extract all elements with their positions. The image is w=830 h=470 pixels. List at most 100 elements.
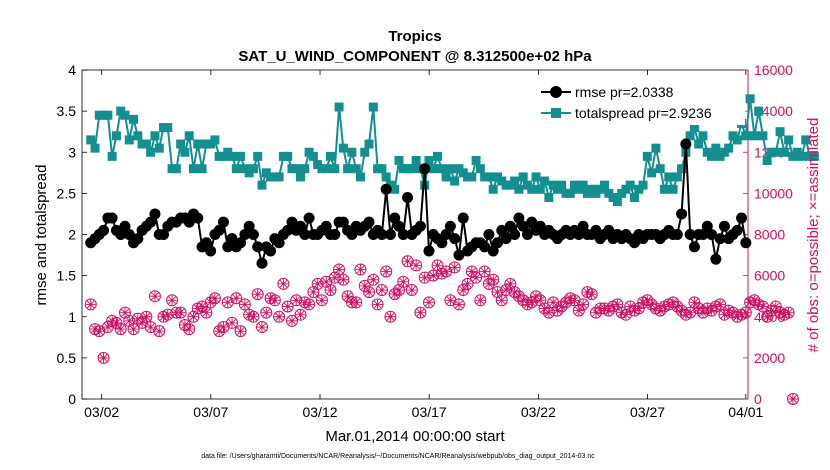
rmse-point (320, 220, 332, 232)
obs-assimilated-point (312, 278, 323, 289)
obs-assimilated-point (625, 301, 636, 312)
obs-possible-point (208, 292, 221, 305)
obs-assimilated-point (94, 326, 105, 337)
obs-possible-point (765, 304, 778, 317)
rmse-point (393, 220, 405, 232)
rmse-point (363, 216, 375, 228)
totalspread-point (111, 131, 121, 141)
obs-assimilated-point (543, 307, 554, 318)
obs-possible-point (739, 306, 752, 319)
obs-possible-point (234, 325, 247, 338)
obs-assimilated-point (291, 295, 302, 306)
obs-possible-point (555, 300, 568, 313)
obs-possible-point (405, 284, 418, 297)
obs-possible-point (418, 271, 431, 284)
y-right-tick-label: 2000 (754, 350, 785, 366)
obs-assimilated-point (762, 311, 773, 322)
obs-possible-point (324, 284, 337, 297)
obs-possible-point (140, 310, 153, 323)
obs-assimilated-point (154, 326, 165, 337)
totalspread-point (809, 151, 819, 161)
rmse-point (158, 229, 170, 240)
totalspread-point (283, 151, 293, 161)
obs-assimilated-point (603, 305, 614, 316)
obs-possible-point (452, 298, 465, 311)
obs-assimilated-point (419, 272, 430, 283)
rmse-point (740, 237, 752, 249)
obs-possible-point (542, 306, 555, 319)
totalspread-point (441, 172, 451, 182)
obs-assimilated-point (239, 299, 250, 310)
obs-assimilated-point (548, 297, 559, 308)
totalspread-point (698, 131, 708, 141)
rmse-point (736, 212, 748, 224)
obs-possible-point (632, 302, 645, 315)
obs-possible-point (153, 325, 166, 338)
obs-assimilated-point (633, 303, 644, 314)
obs-possible-point (551, 304, 564, 317)
rmse-point (243, 220, 255, 232)
obs-assimilated-point (368, 274, 379, 285)
totalspread-point (600, 180, 610, 190)
y-axis-label: rmse and totalspread (33, 165, 50, 306)
obs-assimilated-point (316, 295, 327, 306)
obs-assimilated-point (522, 299, 533, 310)
obs-possible-point (281, 300, 294, 313)
rmse-point (526, 216, 538, 228)
totalspread-point (355, 172, 365, 182)
totalspread-point (308, 151, 318, 161)
obs-assimilated-point (757, 301, 768, 312)
obs-assimilated-point (274, 311, 285, 322)
totalspread-point (146, 147, 156, 157)
rmse-point (286, 216, 298, 228)
totalspread-point (668, 184, 678, 194)
y-tick-label: 0 (68, 391, 76, 407)
obs-possible-point (178, 318, 191, 331)
legend-spread-label: totalspread pr=2.9236 (575, 105, 712, 121)
rmse-point (397, 229, 409, 240)
obs-assimilated-point (342, 291, 353, 302)
rmse-point (192, 212, 204, 224)
totalspread-point (248, 164, 258, 174)
obs-assimilated-point (556, 301, 567, 312)
obs-possible-point (414, 306, 427, 319)
obs-assimilated-point (372, 299, 383, 310)
totalspread-point (647, 168, 657, 178)
totalspread-point (193, 139, 203, 149)
rmse-point (119, 220, 131, 232)
totalspread-point (368, 102, 378, 112)
totalspread-point (210, 135, 220, 145)
rmse-point (299, 229, 311, 240)
obs-possible-point (495, 294, 508, 307)
obs-possible-point (654, 304, 667, 317)
obs-assimilated-point (402, 256, 413, 267)
totalspread-point (291, 164, 301, 174)
obs-possible-point (671, 300, 684, 313)
totalspread-point (612, 197, 622, 207)
obs-possible-point (517, 294, 530, 307)
totalspread-point (321, 164, 331, 174)
obs-assimilated-point (612, 299, 623, 310)
obs-possible-point (422, 296, 435, 309)
obs-assimilated-point (441, 266, 452, 277)
rmse-point (701, 220, 713, 232)
rmse-point (282, 224, 294, 236)
totalspread-point (445, 164, 455, 174)
obs-assimilated-point (698, 307, 709, 318)
totalspread-point (180, 147, 190, 157)
rmse-point (521, 229, 533, 240)
obs-assimilated-point (479, 266, 490, 277)
totalspread-point (424, 155, 434, 165)
obs-possible-point (786, 393, 799, 405)
obs-possible-point (127, 323, 140, 336)
totalspread-point (796, 151, 806, 161)
rmse-point (440, 229, 452, 240)
rmse-point (534, 220, 546, 232)
rmse-point (628, 237, 640, 249)
totalspread-point (133, 131, 143, 141)
obs-assimilated-point (488, 274, 499, 285)
rmse-point (247, 229, 259, 240)
obs-assimilated-point (659, 301, 670, 312)
obs-possible-point (238, 298, 251, 311)
obs-possible-point (260, 306, 273, 319)
